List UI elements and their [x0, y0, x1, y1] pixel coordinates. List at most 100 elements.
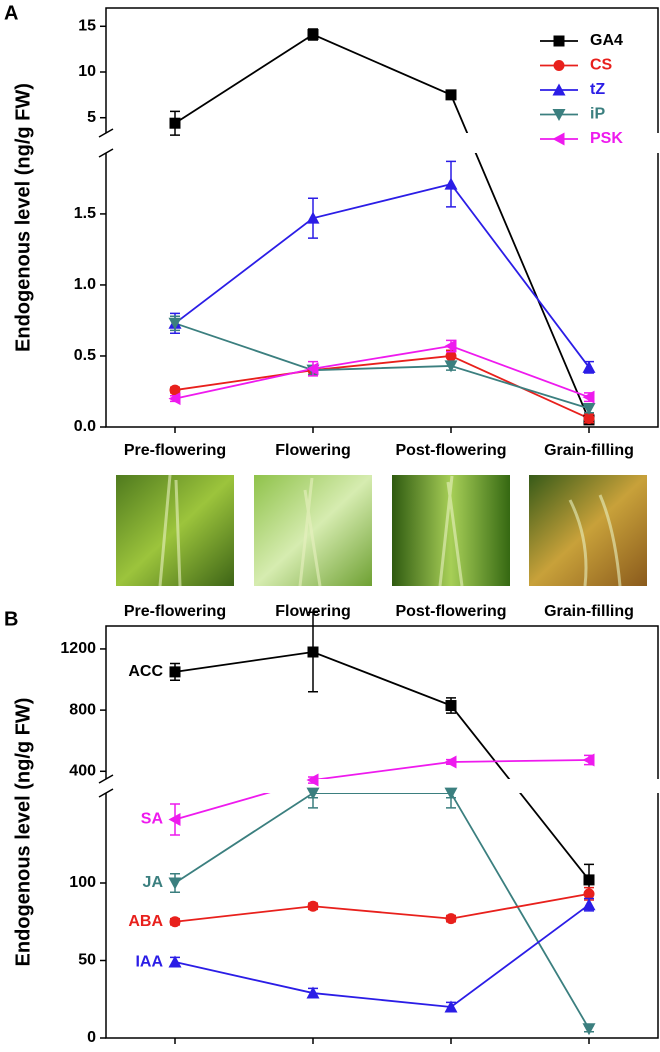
- break-mark: [98, 788, 114, 798]
- break-mark: [98, 148, 114, 158]
- x-category-label: Grain-filling: [544, 603, 634, 620]
- y-tick-label: 10: [78, 63, 96, 80]
- y-tick-label: 1200: [60, 640, 96, 657]
- y-axis-title: Endogenous level (ng/g FW): [12, 83, 34, 352]
- series-label: SA: [141, 811, 164, 828]
- marker: [582, 390, 595, 404]
- marker: [582, 1023, 596, 1036]
- legend-label: CS: [590, 57, 613, 74]
- marker: [582, 360, 596, 373]
- legend-label: PSK: [590, 130, 623, 147]
- marker: [169, 384, 181, 396]
- legend-label: GA4: [590, 32, 623, 49]
- marker: [552, 109, 566, 121]
- y-tick-label: 50: [78, 952, 96, 969]
- marker: [306, 773, 319, 787]
- marker: [552, 132, 565, 146]
- series-line: [174, 651, 590, 881]
- photo-detail: [158, 474, 622, 587]
- marker: [445, 700, 457, 712]
- marker: [552, 83, 566, 96]
- y-tick-label: 0.5: [74, 347, 96, 364]
- marker: [444, 787, 458, 800]
- marker: [445, 89, 457, 101]
- y-tick-label: 1.5: [74, 205, 96, 222]
- series-line: [174, 345, 590, 400]
- x-category-label: Flowering: [275, 442, 351, 459]
- photo: [254, 475, 372, 586]
- marker: [553, 60, 565, 71]
- series-line: [174, 792, 590, 1030]
- y-axis-title: Endogenous level (ng/g FW): [12, 698, 34, 967]
- marker: [444, 1000, 458, 1013]
- axis-break: [98, 779, 660, 793]
- series-label: ACC: [128, 663, 163, 680]
- series-line: [174, 33, 590, 421]
- axis-break: [98, 133, 660, 153]
- marker: [307, 29, 319, 41]
- marker: [168, 812, 181, 826]
- series-line: [174, 183, 590, 368]
- y-tick-label: 800: [69, 701, 96, 718]
- marker: [583, 412, 595, 424]
- photo: [116, 475, 234, 586]
- series-label: ABA: [128, 913, 163, 930]
- series-label: JA: [143, 874, 164, 891]
- panel-label: B: [4, 608, 18, 630]
- marker: [583, 874, 595, 886]
- y-tick-label: 400: [69, 763, 96, 780]
- marker: [307, 900, 319, 912]
- x-category-label: Pre-flowering: [124, 442, 226, 459]
- series-line: [174, 903, 590, 1008]
- series-line: [174, 892, 590, 923]
- marker: [168, 955, 182, 968]
- break-mark: [98, 128, 114, 138]
- y-tick-label: 100: [69, 874, 96, 891]
- series-line: [174, 322, 590, 410]
- break-mark: [98, 774, 114, 784]
- marker: [583, 888, 595, 900]
- marker: [306, 986, 320, 999]
- photos: [116, 474, 647, 587]
- marker: [582, 753, 595, 767]
- x-category-label: Grain-filling: [544, 442, 634, 459]
- x-category-label: Post-flowering: [395, 603, 506, 620]
- marker: [553, 35, 565, 47]
- plot-frame: [105, 625, 659, 1039]
- marker: [445, 913, 457, 925]
- x-category-label: Post-flowering: [395, 442, 506, 459]
- marker: [169, 666, 181, 678]
- y-tick-label: 0.0: [74, 418, 96, 435]
- marker: [169, 916, 181, 928]
- panel-label: A: [4, 2, 18, 24]
- y-tick-label: 15: [78, 18, 96, 35]
- y-tick-label: 5: [87, 109, 96, 126]
- series-label: IAA: [135, 953, 163, 970]
- legend-label: iP: [590, 106, 605, 123]
- marker: [306, 787, 320, 800]
- marker: [169, 117, 181, 129]
- marker: [444, 177, 458, 190]
- marker: [168, 392, 181, 406]
- marker: [306, 362, 319, 376]
- marker: [444, 360, 458, 373]
- photo: [529, 475, 647, 586]
- plot-frame: [105, 7, 659, 428]
- marker: [445, 350, 457, 362]
- y-tick-label: 0: [87, 1029, 96, 1046]
- marker: [306, 211, 320, 224]
- series-line: [174, 759, 590, 821]
- x-category-label: Pre-flowering: [124, 603, 226, 620]
- legend-label: tZ: [590, 81, 605, 98]
- marker: [444, 755, 457, 769]
- marker: [582, 898, 596, 911]
- marker: [168, 877, 182, 890]
- y-tick-label: 1.0: [74, 276, 96, 293]
- marker: [168, 317, 182, 330]
- marker: [582, 403, 596, 416]
- marker: [307, 646, 319, 658]
- series-line: [174, 355, 590, 420]
- marker: [444, 339, 457, 353]
